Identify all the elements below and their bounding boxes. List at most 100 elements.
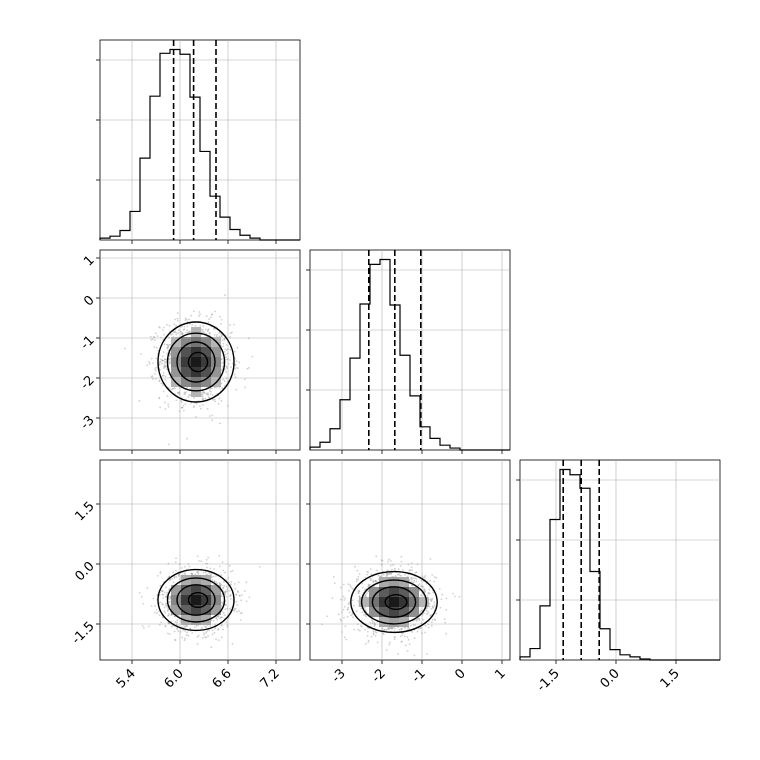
sample-point	[230, 580, 233, 583]
sample-point	[370, 625, 372, 628]
sample-point	[404, 573, 406, 576]
sample-point	[178, 578, 181, 581]
sample-point	[197, 634, 200, 637]
density-cell	[399, 587, 409, 597]
density-cell	[191, 605, 201, 615]
sample-point	[215, 638, 218, 641]
sample-point	[415, 619, 418, 621]
sample-point	[166, 344, 169, 347]
sample-point	[445, 597, 448, 600]
sample-point	[204, 328, 207, 331]
sample-point	[191, 573, 194, 576]
sample-point	[182, 328, 185, 331]
sample-point	[173, 323, 176, 326]
sample-point	[239, 595, 241, 597]
sample-point	[180, 406, 183, 409]
sample-point	[180, 325, 183, 328]
histogram-bar	[540, 606, 550, 660]
sample-point	[347, 589, 350, 592]
sample-point	[169, 354, 172, 357]
sample-point	[207, 396, 210, 399]
sample-point	[401, 568, 404, 571]
density-cell	[389, 617, 399, 627]
sample-point	[140, 353, 142, 355]
sample-point	[458, 595, 461, 598]
sample-point	[340, 586, 342, 589]
sample-point	[417, 617, 419, 620]
sample-point	[164, 595, 167, 598]
sample-point	[344, 625, 347, 628]
sample-point	[429, 598, 432, 601]
sample-point	[235, 360, 238, 363]
sample-point	[217, 615, 220, 618]
sample-point	[177, 329, 180, 332]
sample-point	[166, 591, 169, 594]
sample-point	[404, 644, 407, 647]
sample-point	[167, 614, 169, 617]
sample-point	[445, 632, 447, 635]
sample-point	[379, 575, 381, 578]
histogram-panel-0	[96, 39, 301, 244]
sample-point	[411, 569, 414, 572]
sample-point	[389, 559, 392, 562]
sample-point	[164, 361, 166, 364]
sample-point	[223, 380, 226, 382]
sample-point	[358, 573, 361, 575]
sample-point	[168, 324, 171, 327]
density-cell	[171, 605, 181, 615]
sample-point	[431, 618, 434, 621]
sample-point	[142, 627, 145, 629]
sample-point	[376, 641, 379, 644]
tick-label-y: 1.5	[72, 499, 97, 524]
sample-point	[156, 574, 159, 577]
sample-point	[151, 378, 154, 380]
sample-point	[138, 399, 141, 402]
sample-point	[435, 612, 438, 615]
sample-point	[231, 642, 234, 645]
sample-point	[388, 558, 391, 561]
sample-point	[385, 575, 388, 578]
sample-point	[209, 332, 211, 334]
sample-point	[357, 628, 360, 631]
sample-point	[166, 395, 169, 398]
sample-point	[343, 616, 345, 619]
sample-point	[433, 618, 436, 621]
sample-point	[219, 565, 221, 568]
sample-point	[212, 619, 215, 622]
sample-point	[234, 364, 237, 366]
sample-point	[221, 601, 223, 604]
sample-point	[178, 573, 181, 576]
density-cell	[211, 605, 221, 615]
sample-point	[161, 602, 163, 605]
sample-point	[349, 586, 352, 588]
sample-point	[220, 400, 223, 402]
sample-point	[373, 621, 375, 624]
sample-point	[333, 582, 336, 585]
density-cell	[379, 577, 389, 587]
sample-point	[205, 566, 208, 569]
density-cell	[181, 605, 191, 615]
sample-point	[381, 627, 384, 630]
density-cell	[379, 597, 389, 607]
sample-point	[164, 378, 167, 381]
sample-point	[194, 324, 197, 327]
sample-point	[154, 611, 156, 614]
sample-point	[227, 363, 230, 365]
histogram-bar	[550, 519, 560, 660]
sample-point	[167, 345, 170, 348]
sample-point	[227, 577, 230, 579]
sample-point	[387, 626, 390, 629]
sample-point	[398, 573, 400, 576]
sample-point	[438, 587, 441, 590]
sample-point	[181, 406, 184, 409]
sample-point	[172, 387, 175, 390]
sample-point	[185, 331, 188, 334]
sample-point	[431, 605, 434, 608]
sample-point	[234, 367, 236, 370]
sample-point	[163, 610, 166, 612]
sample-point	[200, 560, 203, 563]
sample-point	[212, 575, 215, 578]
sample-point	[178, 386, 181, 389]
sample-point	[400, 555, 403, 558]
sample-point	[407, 638, 410, 641]
